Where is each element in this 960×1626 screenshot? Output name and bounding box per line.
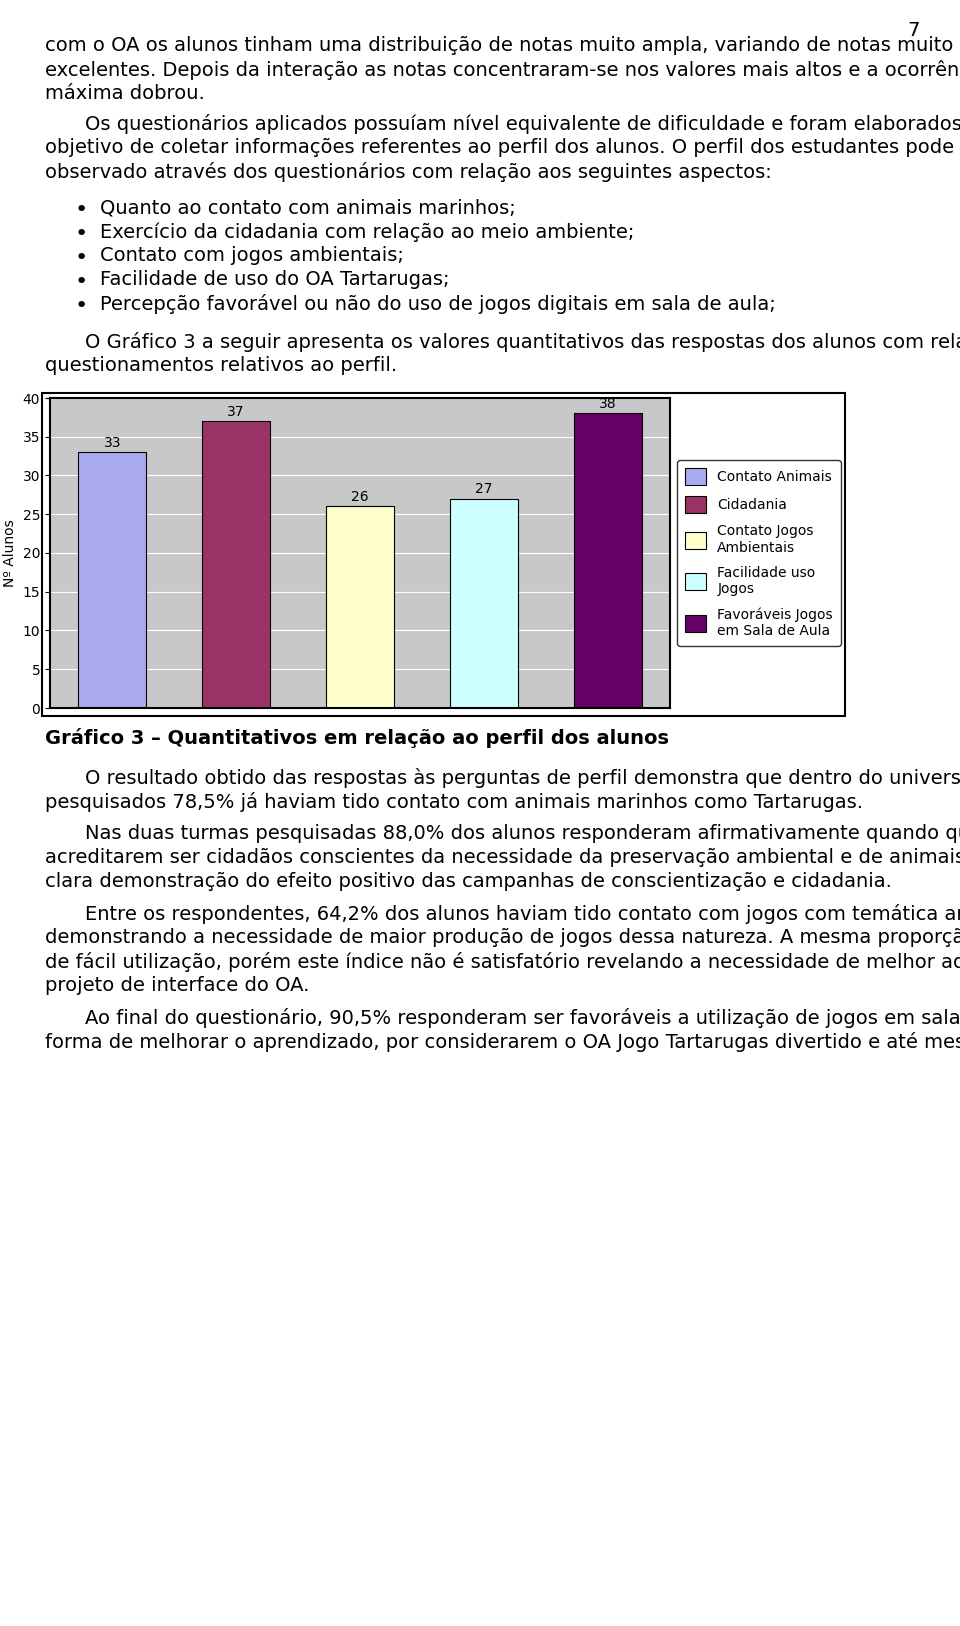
Text: Facilidade de uso do OA Tartarugas;: Facilidade de uso do OA Tartarugas; xyxy=(100,270,449,289)
Text: pesquisados 78,5% já haviam tido contato com animais marinhos como Tartarugas.: pesquisados 78,5% já haviam tido contato… xyxy=(45,792,863,811)
Bar xyxy=(202,421,270,707)
Text: O Gráfico 3 a seguir apresenta os valores quantitativos das respostas dos alunos: O Gráfico 3 a seguir apresenta os valore… xyxy=(85,332,960,351)
Text: acreditarem ser cidadãos conscientes da necessidade da preservação ambiental e d: acreditarem ser cidadãos conscientes da … xyxy=(45,849,960,867)
Bar xyxy=(326,507,394,707)
Bar xyxy=(574,413,642,707)
Text: máxima dobrou.: máxima dobrou. xyxy=(45,85,204,102)
Text: Os questionários aplicados possuíam nível equivalente de dificuldade e foram ela: Os questionários aplicados possuíam níve… xyxy=(85,114,960,133)
Text: 7: 7 xyxy=(907,21,920,41)
Bar xyxy=(78,452,146,707)
Text: demonstrando a necessidade de maior produção de jogos dessa natureza. A mesma pr: demonstrando a necessidade de maior prod… xyxy=(45,928,960,946)
Text: de fácil utilização, porém este índice não é satisfatório revelando a necessidad: de fácil utilização, porém este índice n… xyxy=(45,951,960,972)
Text: Nas duas turmas pesquisadas 88,0% dos alunos responderam afirmativamente quando : Nas duas turmas pesquisadas 88,0% dos al… xyxy=(85,824,960,842)
Text: Entre os respondentes, 64,2% dos alunos haviam tido contato com jogos com temáti: Entre os respondentes, 64,2% dos alunos … xyxy=(85,904,960,924)
Text: •: • xyxy=(75,296,88,315)
Text: observado através dos questionários com relação aos seguintes aspectos:: observado através dos questionários com … xyxy=(45,163,772,182)
Text: clara demonstração do efeito positivo das campanhas de conscientização e cidadan: clara demonstração do efeito positivo da… xyxy=(45,872,892,891)
Text: Contato com jogos ambientais;: Contato com jogos ambientais; xyxy=(100,246,404,265)
Text: Quanto ao contato com animais marinhos;: Quanto ao contato com animais marinhos; xyxy=(100,198,516,216)
Y-axis label: Nº Alunos: Nº Alunos xyxy=(3,519,17,587)
Text: questionamentos relativos ao perfil.: questionamentos relativos ao perfil. xyxy=(45,356,397,376)
Text: com o OA os alunos tinham uma distribuição de notas muito ampla, variando de not: com o OA os alunos tinham uma distribuiç… xyxy=(45,36,960,55)
Text: projeto de interface do OA.: projeto de interface do OA. xyxy=(45,976,309,995)
Text: 38: 38 xyxy=(599,397,616,411)
Text: •: • xyxy=(75,249,88,268)
Legend: Contato Animais, Cidadania, Contato Jogos
Ambientais, Facilidade uso
Jogos, Favo: Contato Animais, Cidadania, Contato Jogo… xyxy=(677,460,841,646)
Text: excelentes. Depois da interação as notas concentraram-se nos valores mais altos : excelentes. Depois da interação as notas… xyxy=(45,60,960,80)
Text: forma de melhorar o aprendizado, por considerarem o OA Jogo Tartarugas divertido: forma de melhorar o aprendizado, por con… xyxy=(45,1033,960,1052)
Text: 33: 33 xyxy=(104,436,121,450)
Text: Gráfico 3 – Quantitativos em relação ao perfil dos alunos: Gráfico 3 – Quantitativos em relação ao … xyxy=(45,728,669,748)
Text: objetivo de coletar informações referentes ao perfil dos alunos. O perfil dos es: objetivo de coletar informações referent… xyxy=(45,138,960,158)
Text: 27: 27 xyxy=(475,483,492,496)
Text: Exercício da cidadania com relação ao meio ambiente;: Exercício da cidadania com relação ao me… xyxy=(100,223,635,242)
Text: O resultado obtido das respostas às perguntas de perfil demonstra que dentro do : O resultado obtido das respostas às perg… xyxy=(85,767,960,789)
Bar xyxy=(450,499,518,707)
Text: Percepção favorável ou não do uso de jogos digitais em sala de aula;: Percepção favorável ou não do uso de jog… xyxy=(100,294,776,314)
Text: •: • xyxy=(75,224,88,244)
Text: Ao final do questionário, 90,5% responderam ser favoráveis a utilização de jogos: Ao final do questionário, 90,5% responde… xyxy=(85,1008,960,1028)
Text: 26: 26 xyxy=(351,489,369,504)
Text: •: • xyxy=(75,200,88,220)
Text: 37: 37 xyxy=(228,405,245,420)
Text: •: • xyxy=(75,272,88,293)
